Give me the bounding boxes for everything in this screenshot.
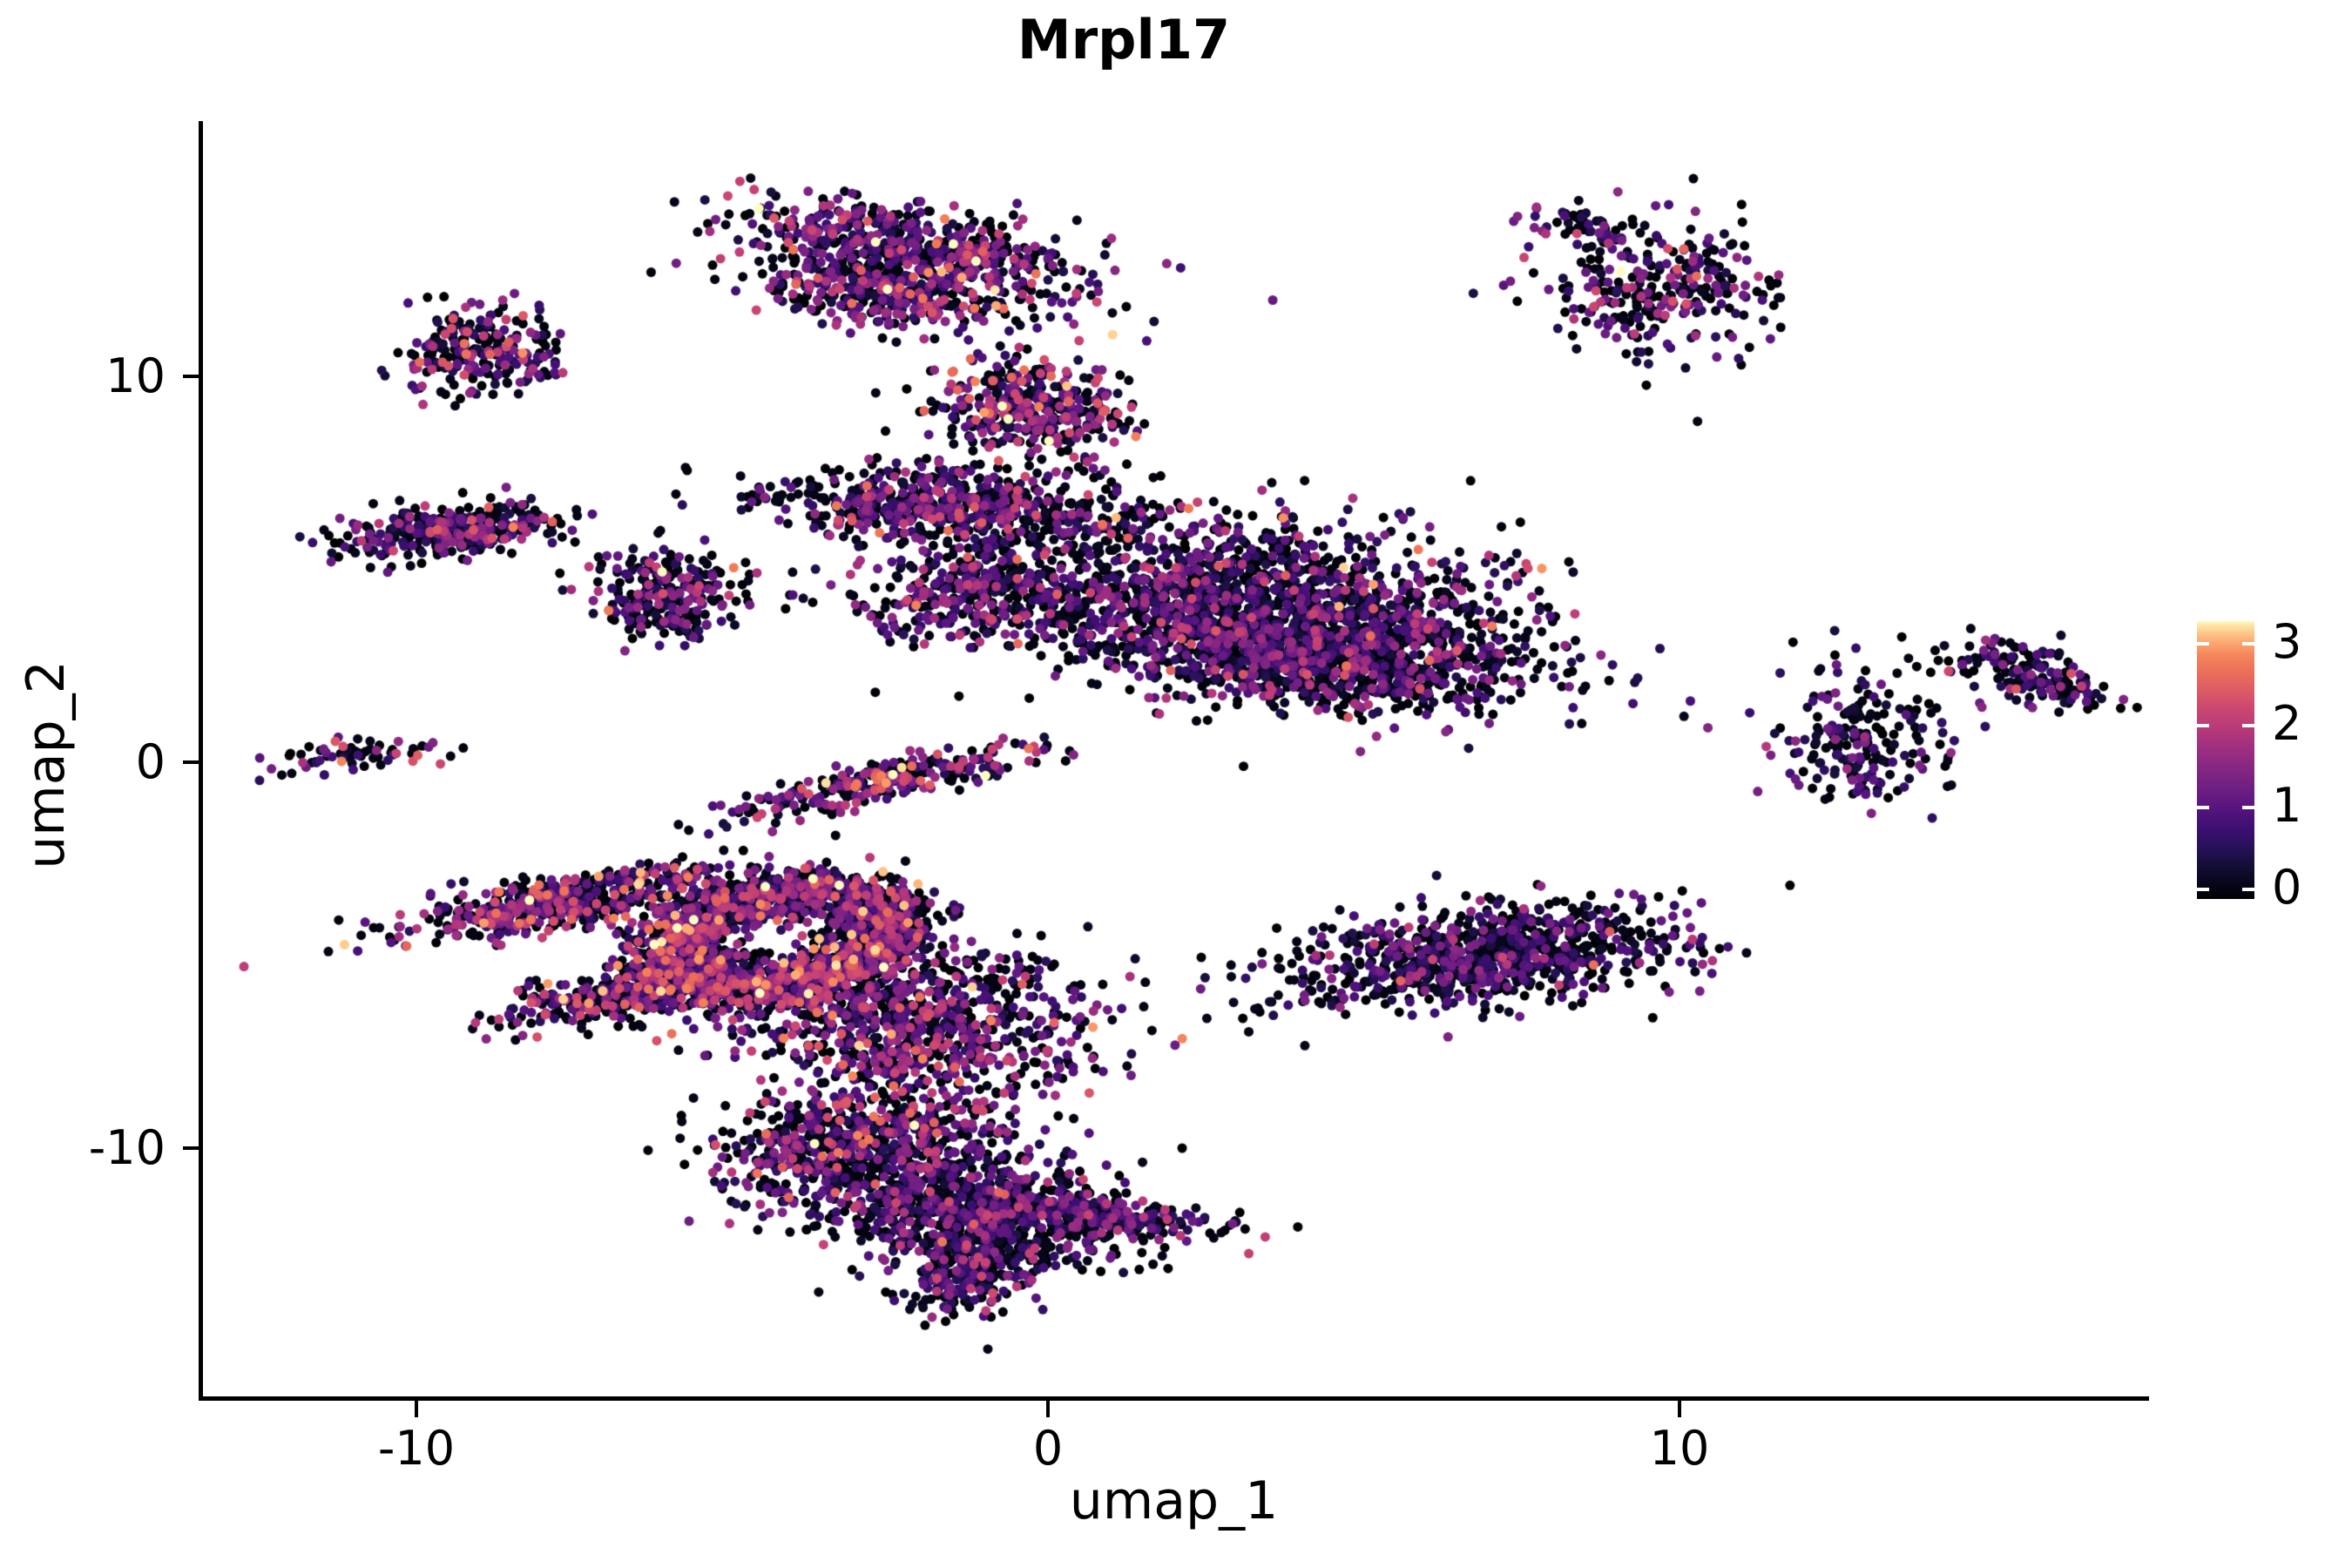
colorbar-label-3: 3 (2272, 614, 2302, 669)
y-tick-mark-0 (183, 760, 199, 764)
x-tick-label-10: 10 (1649, 1421, 1710, 1476)
y-tick-label-0: 0 (135, 734, 166, 789)
y-tick-label-neg10: -10 (88, 1120, 166, 1175)
colorbar-tick-0-right (2242, 888, 2254, 891)
colorbar-label-0: 0 (2272, 860, 2302, 915)
colorbar-tick-2-right (2242, 724, 2254, 727)
colorbar-tick-3-left (2197, 642, 2209, 645)
colorbar-tick-1-left (2197, 806, 2209, 809)
y-axis-spine (199, 121, 203, 1401)
x-tick-mark-10 (1678, 1401, 1681, 1417)
x-tick-mark-0 (1046, 1401, 1050, 1417)
colorbar-tick-1-right (2242, 806, 2254, 809)
scatter-plot-area (199, 121, 2149, 1398)
colorbar: 3 2 1 0 (2197, 614, 2345, 915)
colorbar-tick-3-right (2242, 642, 2254, 645)
colorbar-tick-0-left (2197, 888, 2209, 891)
x-tick-mark-neg10 (415, 1401, 418, 1417)
x-axis-spine (199, 1396, 2149, 1401)
page-title: Mrpl17 (1017, 8, 1231, 71)
colorbar-label-2: 2 (2272, 696, 2302, 751)
y-axis-label: umap_2 (16, 660, 77, 869)
y-tick-mark-10 (183, 375, 199, 378)
x-tick-label-0: 0 (1032, 1421, 1064, 1476)
x-tick-label-neg10: -10 (377, 1421, 456, 1476)
colorbar-gradient (2197, 621, 2254, 899)
y-tick-label-10: 10 (105, 348, 166, 403)
y-tick-mark-neg10 (183, 1146, 199, 1150)
colorbar-tick-2-left (2197, 724, 2209, 727)
colorbar-label-1: 1 (2272, 778, 2302, 833)
x-axis-label: umap_1 (1069, 1470, 1279, 1531)
